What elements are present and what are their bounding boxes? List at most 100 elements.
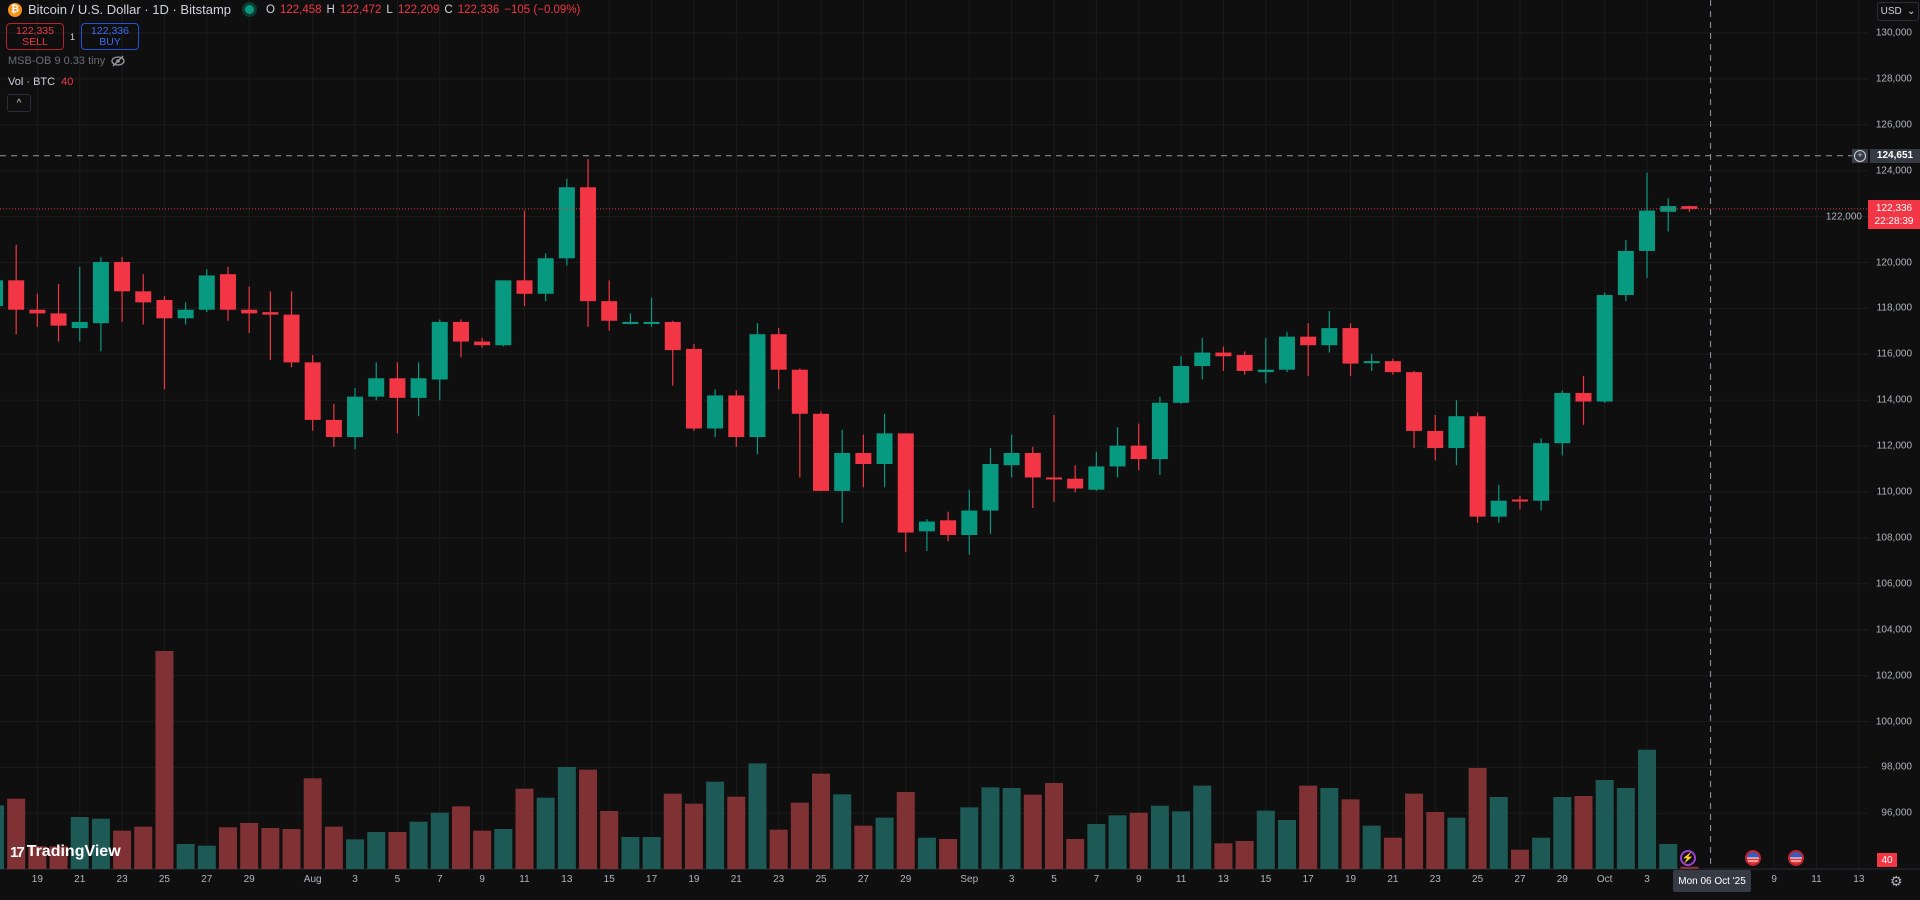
- time-tick-label: 25: [815, 874, 827, 885]
- time-tick-label: 27: [1514, 874, 1526, 885]
- candle-body: [1681, 206, 1698, 209]
- candle-body: [283, 314, 300, 363]
- settings-gear-icon[interactable]: ⚙: [1890, 873, 1903, 889]
- candle-body: [1278, 336, 1295, 370]
- lightning-event-icon[interactable]: ⚡: [1680, 850, 1696, 866]
- time-tick-label: 29: [243, 874, 255, 885]
- candle-body: [897, 433, 914, 533]
- tradingview-logo[interactable]: 17 TradingView: [10, 843, 121, 861]
- time-tick-label: 5: [394, 874, 401, 885]
- volume-bar: [155, 651, 174, 869]
- time-tick-label: 7: [436, 874, 443, 885]
- candle-body: [219, 274, 236, 310]
- add-alert-plus-icon[interactable]: +: [1852, 148, 1868, 163]
- currency-dropdown[interactable]: USD ⌄: [1877, 2, 1919, 21]
- volume-bar: [70, 817, 89, 869]
- candle-body: [1342, 328, 1359, 364]
- price-tick-label: 98,000: [1881, 761, 1912, 773]
- candle-body: [664, 321, 681, 351]
- volume-bar: [515, 788, 534, 869]
- candle-body: [71, 321, 88, 329]
- crosshair-price-label: 124,651: [1870, 148, 1920, 163]
- volume-bar: [706, 781, 725, 869]
- volume-bar: [557, 767, 576, 869]
- price-tick-label: 106,000: [1875, 578, 1912, 590]
- volume-bar: [748, 763, 767, 869]
- time-tick-label: 7: [1093, 874, 1100, 885]
- volume-bar: [875, 817, 894, 869]
- candle-body: [92, 261, 109, 324]
- candle-body: [982, 464, 999, 511]
- us-flag-event-icon[interactable]: [1745, 850, 1761, 866]
- volume-bar: [1341, 799, 1360, 869]
- buy-button[interactable]: 122,336 BUY: [81, 23, 140, 50]
- candle-body: [1384, 361, 1401, 373]
- last-price-label: 122,336 22:28:39: [1868, 199, 1920, 229]
- volume-bar: [367, 832, 386, 869]
- volume-bar: [1214, 843, 1233, 869]
- volume-bar: [1023, 794, 1042, 869]
- candle-body: [580, 187, 597, 302]
- time-tick-label: 9: [479, 874, 485, 885]
- candle-body: [1067, 478, 1084, 489]
- volume-bar: [1299, 785, 1318, 869]
- volume-bar: [1108, 815, 1127, 869]
- time-tick-label: 13: [561, 874, 573, 885]
- volume-bar: [600, 811, 619, 869]
- volume-bar: [896, 792, 915, 869]
- volume-bar: [261, 828, 280, 869]
- candle-body: [516, 280, 533, 294]
- candle-body: [813, 413, 830, 491]
- us-flag-event-icon[interactable]: [1788, 850, 1804, 866]
- volume-bar: [1532, 837, 1551, 869]
- volume-bar: [1659, 844, 1678, 869]
- candle-body: [410, 378, 427, 398]
- candle-body: [495, 280, 512, 346]
- tradingview-mark-icon: 17: [10, 843, 25, 861]
- volume-bar: [812, 773, 831, 869]
- bitcoin-icon: ₿: [8, 2, 22, 17]
- candle-body: [1321, 328, 1338, 346]
- price-tick-label: 110,000: [1876, 486, 1912, 498]
- candle-body: [855, 452, 872, 465]
- volume-bar: [642, 837, 661, 869]
- volume-legend[interactable]: Vol · BTC 40: [8, 76, 74, 88]
- volume-bar: [1045, 783, 1063, 869]
- quantity-value[interactable]: 1: [70, 31, 76, 42]
- candle-body: [601, 301, 618, 321]
- time-tick-label: 27: [857, 874, 869, 885]
- volume-bar: [1553, 797, 1572, 869]
- volume-bar: [663, 793, 682, 869]
- time-tick-label: 11: [1811, 874, 1822, 885]
- candle-body: [1554, 392, 1571, 444]
- time-tick-label: 23: [1429, 874, 1441, 885]
- time-tick-label: 19: [1344, 874, 1357, 885]
- price-tick-label: 118,000: [1876, 302, 1912, 314]
- time-tick-label: 25: [1472, 874, 1484, 885]
- candle-body: [1406, 372, 1423, 431]
- symbol-title[interactable]: Bitcoin / U.S. Dollar · 1D · Bitstamp: [28, 2, 231, 17]
- candle-body: [1173, 366, 1190, 403]
- candle-body: [474, 341, 491, 346]
- price-tick-label: 114,000: [1876, 394, 1912, 406]
- time-tick-label: 29: [1556, 874, 1568, 885]
- eye-hidden-icon[interactable]: [111, 55, 125, 67]
- volume-bar: [494, 829, 513, 869]
- price-tick-label: 100,000: [1875, 716, 1912, 727]
- candle-body: [1215, 352, 1232, 357]
- time-tick-label: 23: [773, 874, 785, 885]
- volume-bar: [854, 825, 873, 869]
- candle-body: [198, 275, 215, 310]
- volume-axis-badge: 40: [1877, 853, 1897, 867]
- candle-body: [1511, 499, 1528, 502]
- time-tick-label: 13: [1217, 874, 1229, 885]
- sell-button[interactable]: 122,335 SELL: [6, 23, 64, 50]
- time-tick-label: 15: [1260, 874, 1272, 885]
- time-tick-label: 15: [603, 874, 615, 885]
- candle-body: [940, 520, 957, 536]
- collapse-legend-button[interactable]: ^: [7, 94, 31, 112]
- volume-bar: [939, 839, 958, 869]
- time-tick-label: 11: [1175, 874, 1187, 885]
- indicator-legend[interactable]: MSB-OB 9 0.33 tiny: [8, 55, 125, 67]
